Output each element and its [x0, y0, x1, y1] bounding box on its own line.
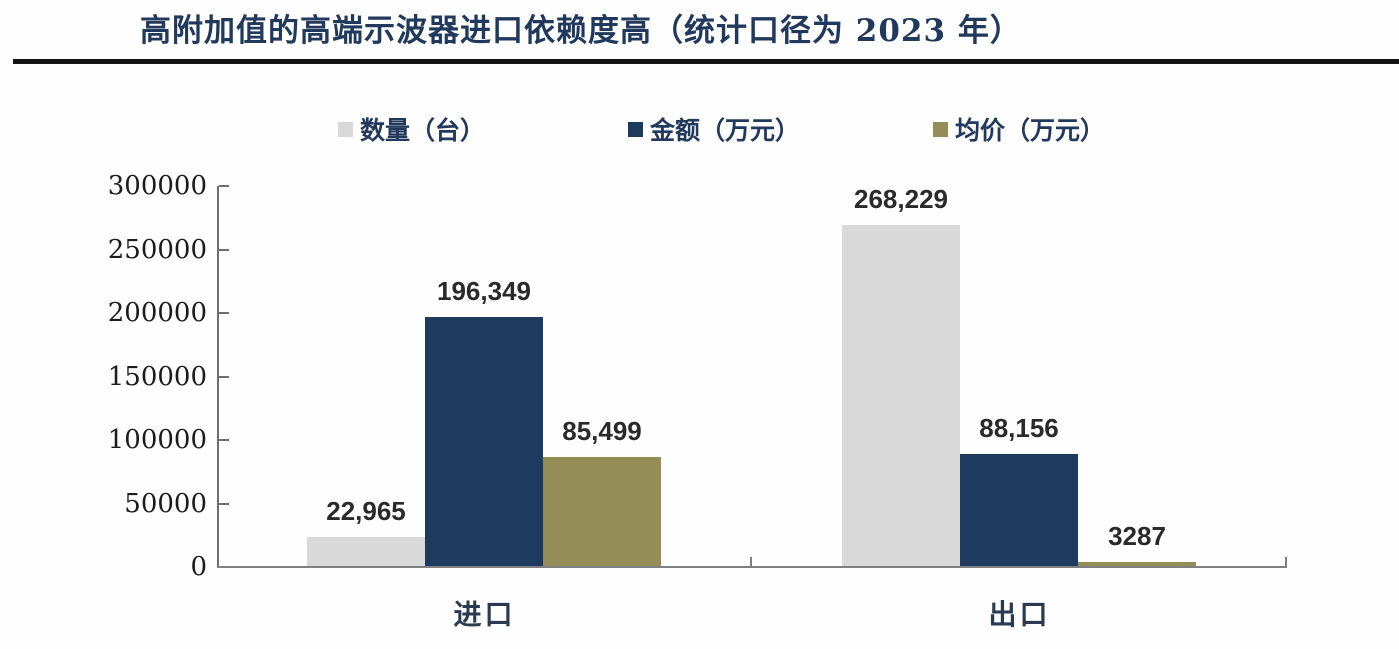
legend-item-avgprice: 均价（万元）: [933, 113, 1105, 145]
bar-value-label: 88,156: [979, 413, 1059, 443]
legend-swatch-amount-icon: [628, 121, 643, 137]
legend-item-quantity: 数量（台）: [338, 113, 485, 145]
chart-title: 高附加值的高端示波器进口依赖度高（统计口径为 2023 年）: [140, 13, 1022, 49]
legend-swatch-avgprice-icon: [933, 121, 948, 137]
legend-label-quantity: 数量（台）: [360, 116, 486, 145]
y-axis-tick-label: 0: [190, 552, 207, 582]
bar-出口-均价（万元）: [1078, 562, 1196, 566]
bar-出口-数量（台）: [842, 225, 960, 566]
y-axis-tick: [219, 312, 229, 314]
bar-value-label: 196,349: [437, 276, 531, 306]
bar-value-label: 3287: [1108, 521, 1166, 551]
bar-出口-金额（万元）: [960, 454, 1078, 566]
x-axis-line: [217, 566, 1287, 568]
title-underline: [13, 59, 1399, 64]
y-axis-tick: [219, 248, 229, 251]
y-axis-tick: [219, 185, 229, 187]
y-axis-tick: [219, 375, 229, 378]
bar-进口-数量（台）: [307, 537, 425, 566]
y-axis-tick-label: 250000: [107, 234, 207, 265]
y-axis-labels: 300000 250000 200000 150000 100000 50000 0: [40, 171, 207, 582]
x-axis-tick: [750, 557, 752, 566]
bar-value-label: 85,499: [562, 416, 642, 446]
plot-area: 22,965 196,349 85,499 进口 268,229 88,156 3287 出口: [217, 184, 1287, 631]
bar-进口-金额（万元）: [425, 317, 543, 566]
legend-swatch-quantity-icon: [338, 121, 353, 137]
y-axis-tick: [219, 439, 229, 441]
legend-label-amount: 金额（万元）: [650, 116, 801, 145]
y-axis-tick-label: 100000: [107, 425, 207, 455]
y-axis-tick-label: 50000: [124, 488, 207, 519]
legend-label-avgprice: 均价（万元）: [955, 116, 1106, 145]
y-axis-tick-label: 300000: [107, 171, 207, 201]
x-axis-tick: [1285, 557, 1287, 566]
legend-item-amount: 金额（万元）: [628, 113, 800, 145]
x-axis-category-label: 进口: [453, 598, 516, 631]
y-axis-tick-label: 200000: [107, 298, 207, 328]
bar-value-label: 268,229: [854, 184, 948, 214]
bar-value-label: 22,965: [326, 496, 406, 526]
y-axis-line: [217, 186, 219, 568]
x-axis-category-label: 出口: [988, 598, 1051, 631]
bar-进口-均价（万元）: [543, 457, 661, 566]
y-axis-tick: [219, 502, 229, 505]
y-axis-tick-label: 150000: [107, 361, 207, 392]
